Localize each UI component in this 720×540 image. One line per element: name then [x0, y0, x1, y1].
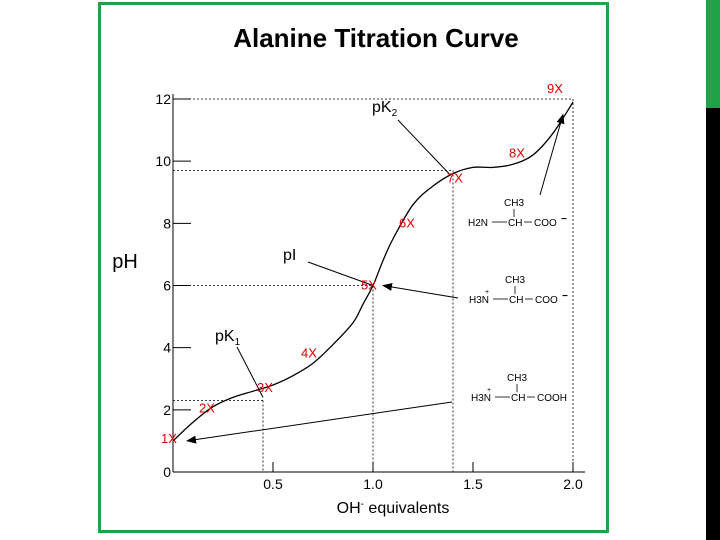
- structure-right-text: COO: [535, 295, 558, 306]
- x-axis-label-sup: -: [361, 499, 364, 510]
- y-tick-label: 12: [155, 91, 171, 107]
- structure-left-text: H2N: [468, 218, 488, 229]
- y-tick-label: 2: [163, 402, 171, 418]
- annotation-pk2-text: pK: [372, 99, 392, 116]
- structure-charge: −: [562, 291, 568, 302]
- structure-left-text: H3N: [469, 295, 489, 306]
- annotation-pi-text: pI: [283, 247, 296, 264]
- structure-center-text: CH: [511, 393, 525, 404]
- structure-right-text: COOH: [537, 393, 567, 404]
- x-tick-label: 1.5: [463, 476, 483, 492]
- marker-4X: 4X: [301, 345, 317, 360]
- x-axis-label: OH- equivalents: [337, 499, 450, 517]
- x-tick-label: 0.5: [263, 476, 283, 492]
- annotation-pk1-text: pK: [215, 328, 235, 345]
- side-bar: [706, 0, 720, 540]
- annotation-pk2: pK2: [372, 99, 398, 119]
- y-tick-label: 6: [163, 278, 171, 294]
- structure-plus: +: [487, 387, 491, 394]
- marker-5X: 5X: [361, 278, 377, 293]
- annotation-pi: pI: [283, 247, 296, 264]
- x-axis-label-main: OH: [337, 500, 361, 517]
- y-tick-label: 0: [163, 464, 171, 480]
- annotation-pi-line: [307, 261, 374, 286]
- structure-center-text: CH: [509, 295, 523, 306]
- annotation-pk1-subscript: 1: [235, 337, 241, 348]
- annotation-pk1: pK1: [215, 328, 241, 348]
- annotation-pk2-subscript: 2: [392, 108, 398, 119]
- x-tick-label: 1.0: [363, 476, 383, 492]
- structure-top-text: CH3: [504, 198, 524, 209]
- annotation-pk2-line: [397, 119, 450, 174]
- y-axis-label: pH: [112, 251, 138, 273]
- marker-6X: 6X: [399, 215, 415, 230]
- structure-arrow: [382, 283, 459, 299]
- structure-left-text: H3N: [471, 393, 491, 404]
- structure-plus: +: [485, 289, 489, 296]
- y-tick-label: 8: [163, 215, 171, 231]
- reference-lines: [173, 98, 574, 472]
- x-tick-label: 2.0: [563, 476, 583, 492]
- structure-charge: −: [561, 214, 567, 225]
- marker-8X: 8X: [509, 145, 525, 160]
- marker-7X: 7X: [447, 171, 463, 186]
- structure-arrow: [539, 113, 565, 196]
- y-tick-label: 10: [155, 153, 171, 169]
- structure-zwitterion: CH3 H3N+ CH COO −: [382, 275, 568, 306]
- marker-3X: 3X: [257, 380, 273, 395]
- structure-top-text: CH3: [507, 373, 527, 384]
- structure-anion: CH3 H2N CH COO −: [468, 113, 567, 229]
- markers: 1X 2X 3X 4X 5X 6X 7X 8X 9X: [161, 81, 563, 446]
- structure-arrow: [186, 401, 453, 444]
- x-axis-label-rest: equivalents: [364, 500, 449, 517]
- marker-2X: 2X: [199, 400, 215, 415]
- structure-top-text: CH3: [505, 275, 525, 286]
- marker-1X: 1X: [161, 431, 177, 446]
- structure-right-text: COO: [534, 218, 557, 229]
- slide-frame: [98, 2, 609, 533]
- marker-9X: 9X: [547, 81, 563, 96]
- structure-center-text: CH: [508, 218, 522, 229]
- chart-title: Alanine Titration Curve: [233, 23, 519, 53]
- y-tick-label: 4: [163, 340, 171, 356]
- annotation-pk1-line: [236, 346, 264, 398]
- side-accent: [706, 0, 720, 108]
- structure-cation: CH3 H3N+ CH COOH: [186, 373, 567, 444]
